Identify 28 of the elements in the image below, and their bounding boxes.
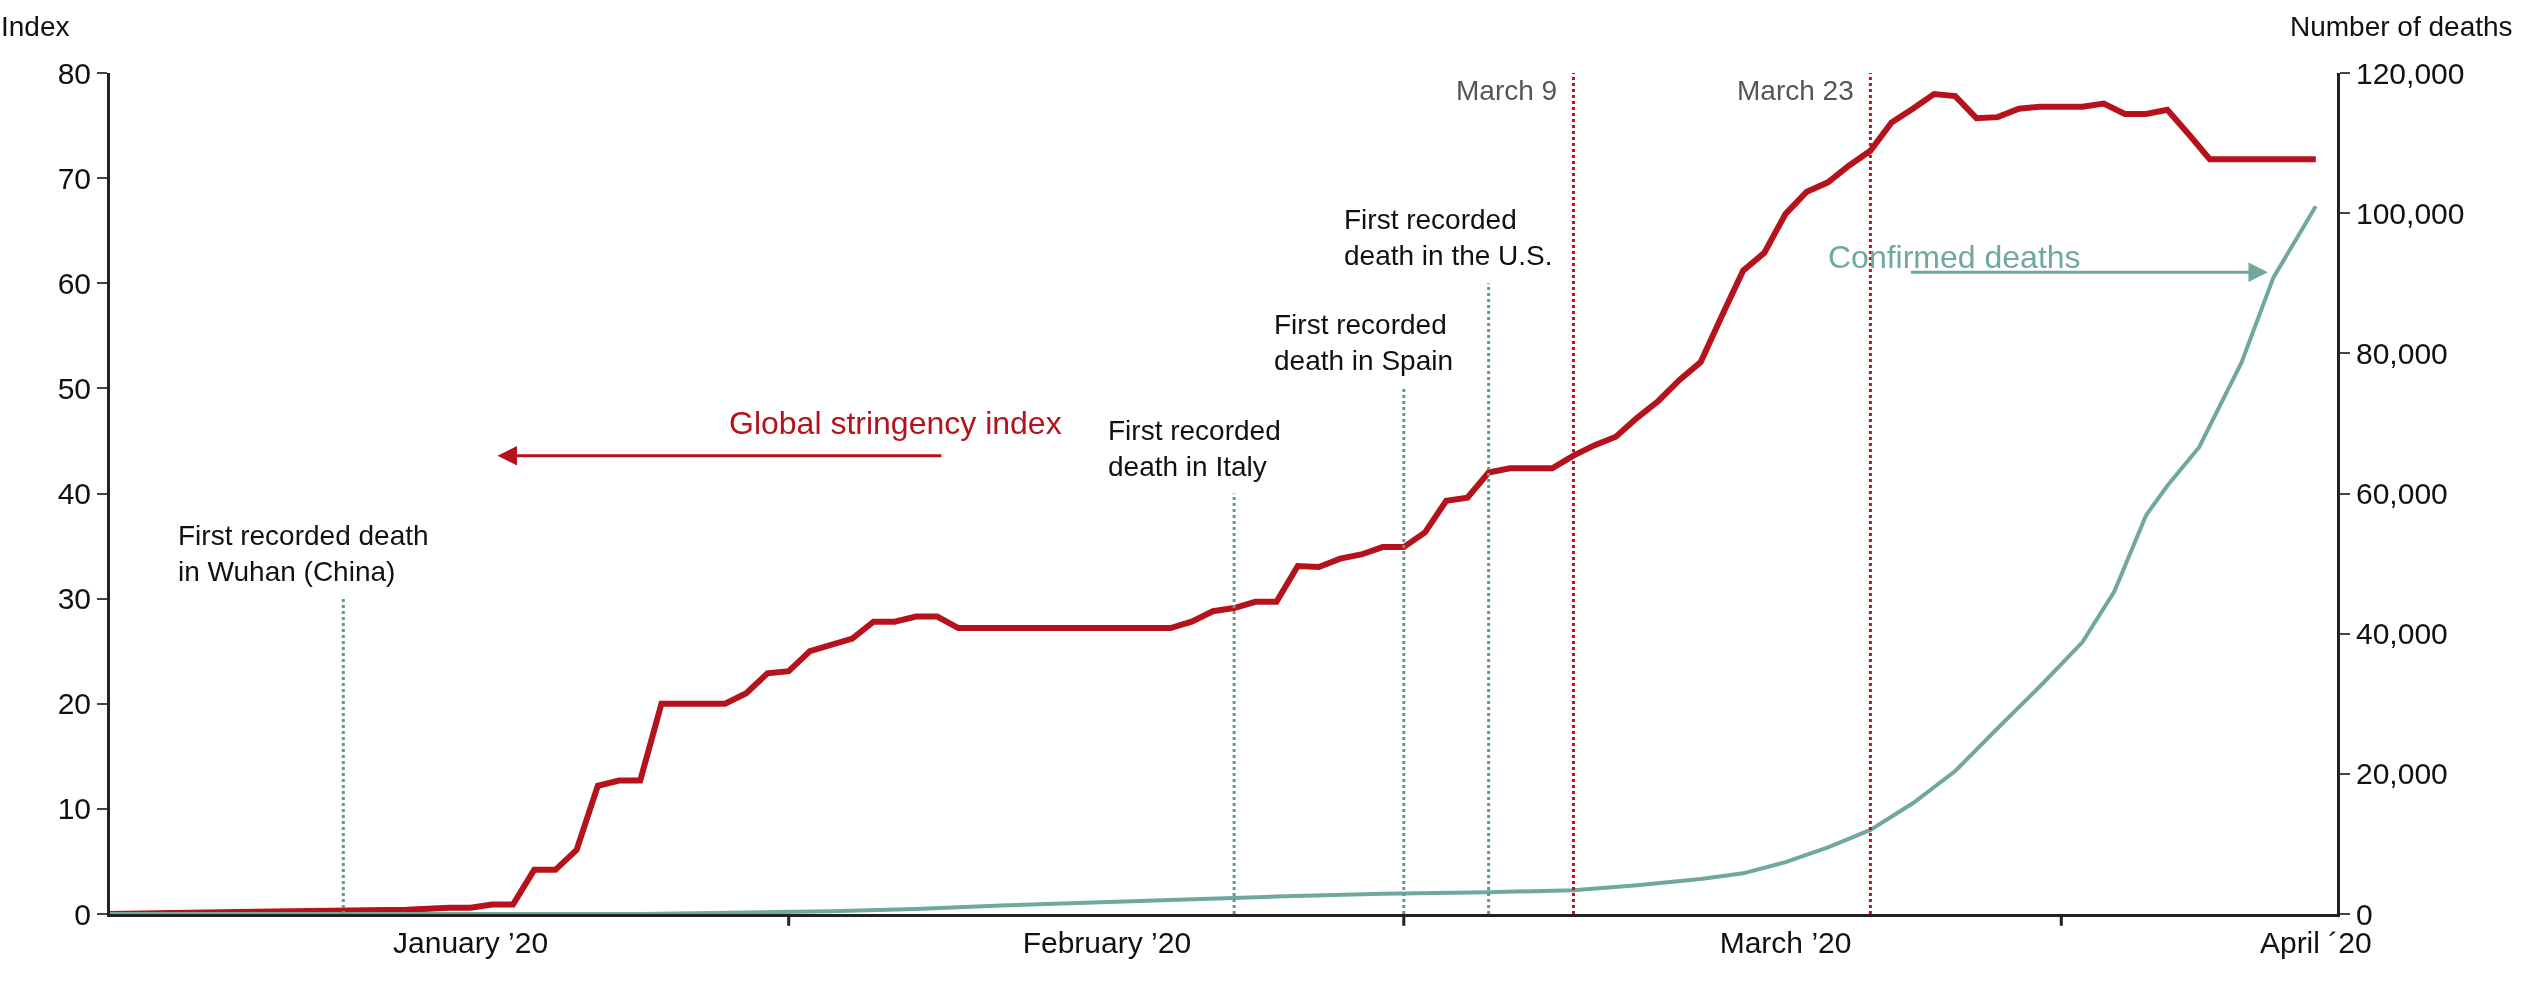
y-tick-label: 0 — [74, 897, 91, 931]
y2-tick-label: 40,000 — [2356, 617, 2448, 651]
ref-line-label: First recorded death in Wuhan (China) — [178, 520, 429, 588]
ref-line-label: First recorded death in Italy — [1108, 415, 1281, 483]
ref-line-label: First recorded death in the U.S. — [1344, 204, 1553, 272]
y2-tick-label: 100,000 — [2356, 196, 2465, 230]
text: Global stringency index — [729, 405, 1062, 441]
ref-line-label: March 23 — [1737, 75, 1854, 106]
ref-line-label: March 9 — [1456, 75, 1558, 106]
x-tick-label: March ’20 — [1719, 926, 1852, 959]
y-tick-label: 30 — [57, 582, 91, 616]
y-tick-label: 50 — [57, 371, 91, 405]
y2-axis-title: Number of deaths — [2290, 11, 2513, 42]
x-tick-label: January ’20 — [393, 926, 549, 959]
y-tick-label: 20 — [57, 687, 91, 721]
y-tick-label: 80 — [57, 56, 91, 90]
x-tick-label: February ’20 — [1022, 926, 1192, 959]
y-axis-title: Index — [1, 11, 70, 42]
y-tick-label: 60 — [57, 266, 91, 300]
y2-tick-label: 20,000 — [2356, 757, 2448, 791]
y2-tick-label: 80,000 — [2356, 336, 2448, 370]
text: Confirmed deaths — [1828, 239, 2081, 275]
y-tick-label: 70 — [57, 161, 91, 195]
y2-tick-label: 120,000 — [2356, 56, 2465, 90]
y-tick-label: 40 — [57, 477, 91, 510]
ref-line-label: First recorded death in Spain — [1274, 309, 1454, 377]
y-tick-label: 10 — [57, 792, 91, 826]
y2-tick-label: 60,000 — [2356, 477, 2448, 510]
